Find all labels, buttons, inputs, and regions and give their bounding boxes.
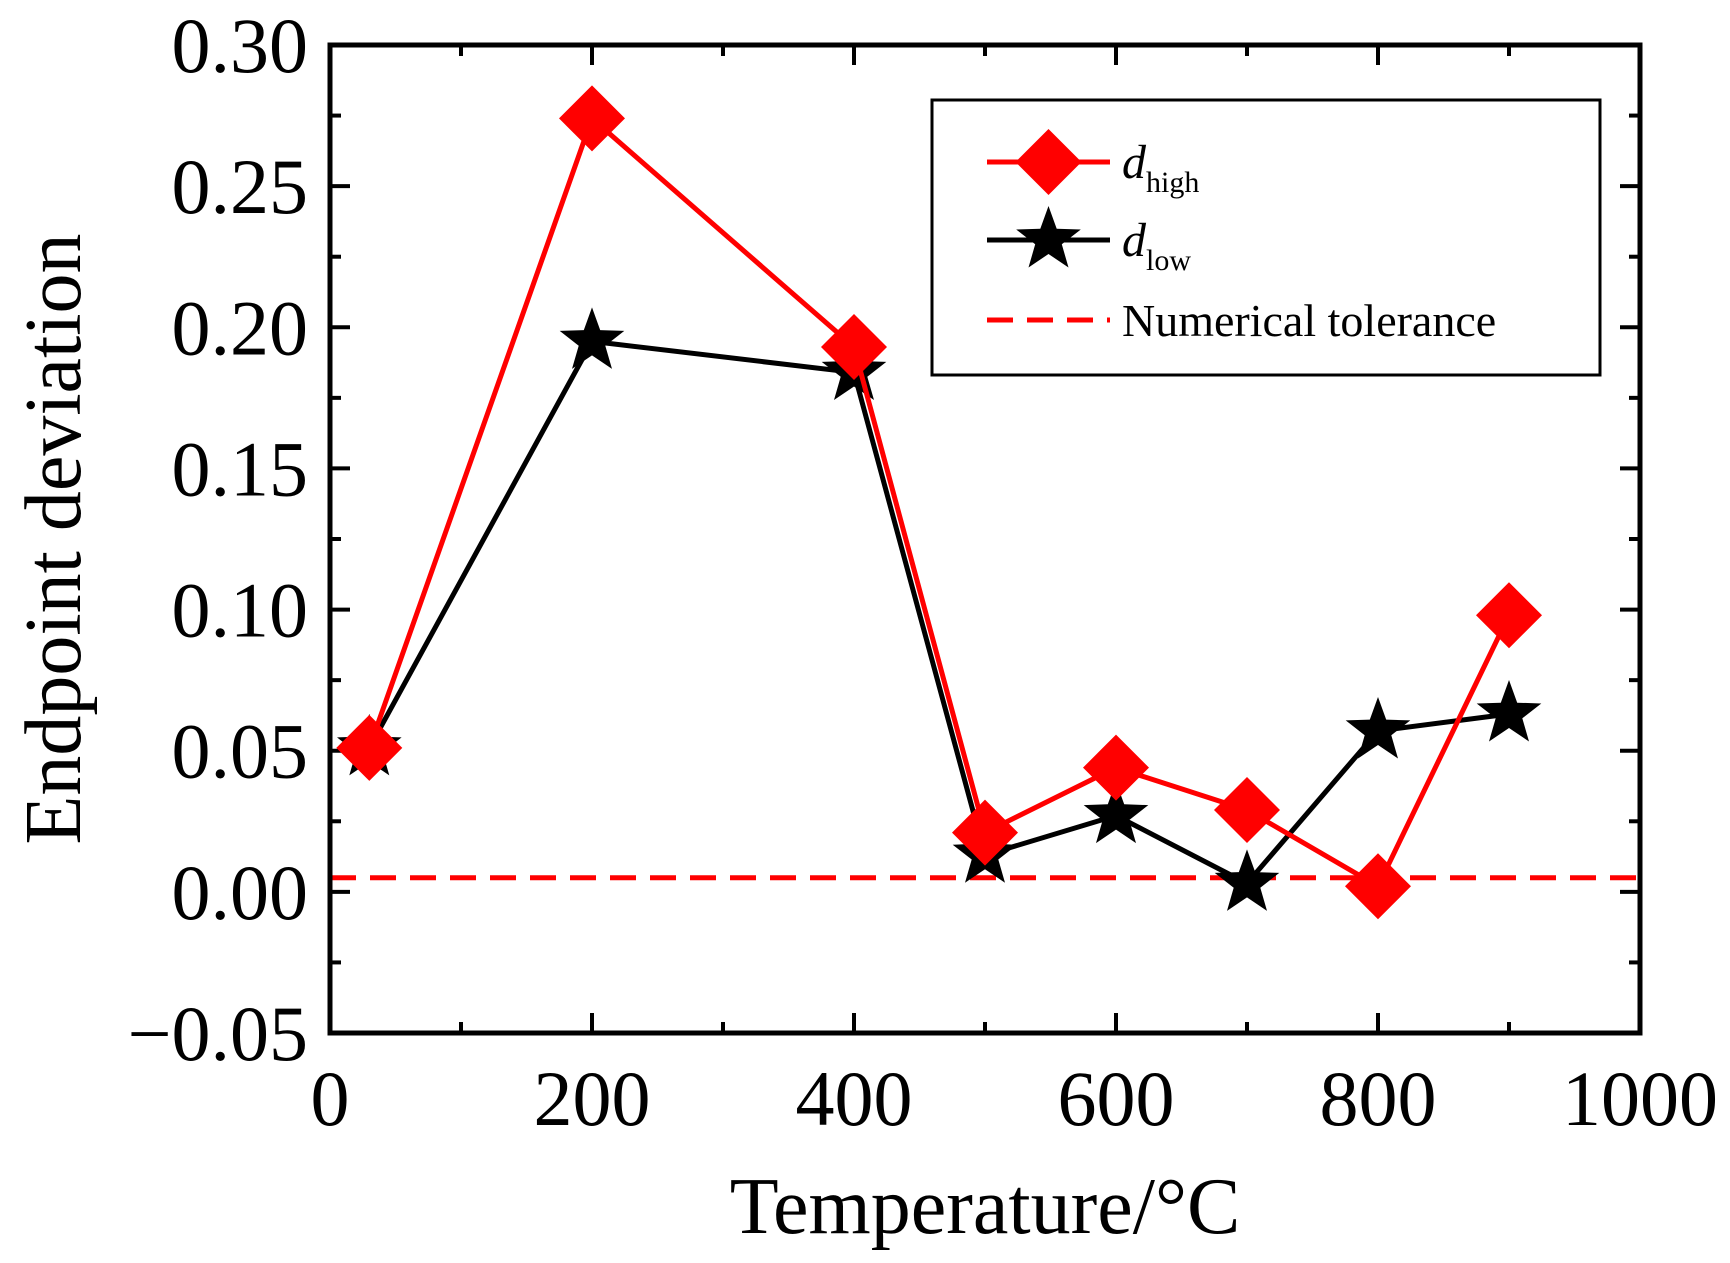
data-series — [336, 85, 1542, 920]
point-d_high — [821, 314, 887, 381]
point-d_high — [1476, 582, 1542, 649]
legend-label-d_low: dlow — [1122, 214, 1191, 277]
y-tick-label: −0.05 — [128, 990, 309, 1077]
point-d_high — [952, 799, 1018, 866]
point-d_low — [1345, 697, 1411, 759]
y-tick-label: 0.05 — [172, 708, 309, 795]
legend-label-tolerance: Numerical tolerance — [1122, 295, 1496, 346]
y-axis-title: Endpoint deviation — [10, 233, 98, 844]
series-line-d_high — [366, 115, 1512, 889]
x-tick-label: 800 — [1320, 1055, 1437, 1142]
series-line-d_low — [367, 338, 1510, 886]
x-tick-label: 0 — [311, 1055, 350, 1142]
y-tick-label: 0.00 — [172, 849, 309, 936]
axis-tick-labels: 0 200 400 600 800 1000 −0.05 0.00 0.05 0.10 0.15 0.… — [128, 2, 1719, 1142]
point-d_high — [1214, 776, 1280, 843]
y-tick-label: 0.10 — [172, 567, 309, 654]
point-d_high — [1083, 734, 1149, 801]
y-tick-label: 0.15 — [172, 425, 309, 512]
y-tick-label: 0.30 — [172, 2, 309, 89]
point-d_high — [1345, 853, 1411, 920]
point-d_high — [559, 85, 625, 152]
x-axis-title: Temperature/°C — [730, 1163, 1241, 1251]
x-tick-label: 600 — [1058, 1055, 1175, 1142]
point-d_low — [1083, 781, 1149, 844]
x-tick-label: 400 — [796, 1055, 913, 1142]
x-tick-label: 200 — [534, 1055, 651, 1142]
legend-label-d_high: dhigh — [1122, 136, 1199, 199]
point-d_low — [1476, 680, 1542, 742]
point-d_high — [336, 714, 403, 781]
point-d_low — [1214, 849, 1280, 911]
plot-frame — [327, 42, 1643, 1036]
legend-marker-d_low — [1016, 206, 1081, 268]
y-tick-label: 0.25 — [172, 143, 309, 230]
legend-marker-d_high — [1015, 129, 1082, 195]
x-tick-label: 1000 — [1562, 1055, 1718, 1142]
legend: dhigh dlow Numerical tolerance — [930, 98, 1602, 377]
point-d_low — [559, 307, 625, 369]
y-tick-label: 0.20 — [172, 284, 309, 371]
